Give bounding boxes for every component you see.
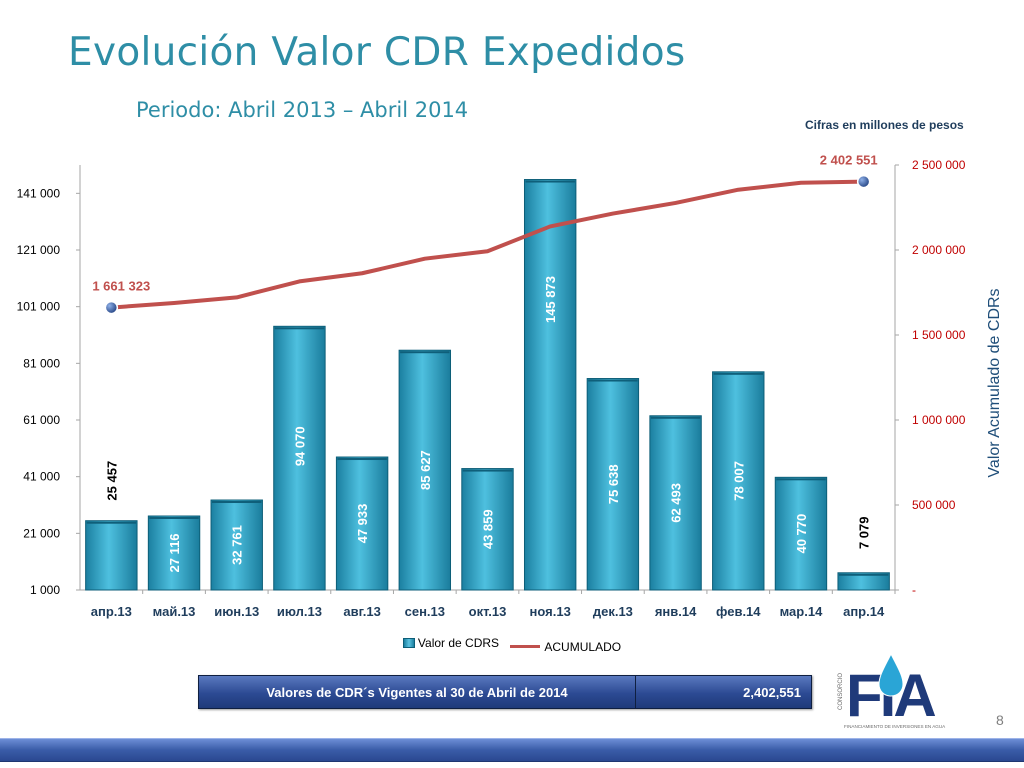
left-tick-label: 141 000	[17, 186, 61, 200]
right-tick-label: 1 000 000	[912, 413, 966, 427]
bar-value-label: 47 933	[355, 504, 370, 544]
bar	[461, 468, 514, 591]
bar-value-label: 43 859	[481, 509, 496, 549]
line-marker	[856, 174, 871, 189]
fia-logo: CONSORCIO FIA FINANCIAMIENTO DE INVERSIO…	[838, 652, 946, 729]
x-tick-label: июл.13	[277, 604, 322, 619]
left-tick-label: 101 000	[17, 300, 61, 314]
summary-table: Valores de CDR´s Vigentes al 30 de Abril…	[198, 675, 812, 709]
right-axis: - 500 000 1 000 000 1 500 000 2 000 000 2 500…	[894, 158, 966, 597]
bar	[712, 371, 765, 591]
bar-value-label: 7 079	[857, 517, 872, 550]
bar-cap	[400, 351, 450, 354]
right-axis-title: Valor Acumulado de CDRs	[986, 288, 1003, 477]
x-tick-label: дек.13	[593, 604, 633, 619]
page-subtitle: Periodo: Abril 2013 – Abril 2014	[136, 98, 469, 122]
x-tick-label: июн.13	[214, 604, 259, 619]
bar-cap	[776, 478, 826, 481]
x-tick-label: апр.13	[91, 604, 132, 619]
logo-side-text: CONSORCIO	[838, 673, 844, 710]
summary-value: 2,402,551	[636, 676, 811, 708]
cdr-chart: 1 000 21 000 41 000 61 000 81 000 101 000 121 …	[17, 153, 1003, 619]
left-tick-label: 81 000	[23, 356, 60, 370]
line-point-label: 2 402 551	[820, 153, 878, 168]
legend-item-line: ACUMULADO	[510, 640, 621, 654]
bar	[774, 476, 828, 591]
bar-cap	[86, 521, 137, 524]
bar	[335, 456, 389, 591]
bar-value-label: 85 627	[418, 450, 433, 490]
left-tick-label: 1 000	[30, 583, 60, 597]
units-note: Cifras en millones de pesos	[805, 118, 964, 132]
bar	[586, 378, 640, 591]
cumulative-line	[109, 179, 866, 310]
bar	[273, 325, 326, 591]
bar-cap	[212, 501, 262, 504]
bar-value-label: 25 457	[104, 461, 119, 501]
bar-cap	[713, 372, 763, 375]
x-tick-label: май.13	[153, 604, 196, 619]
legend-bar-label: Valor de CDRS	[417, 636, 500, 650]
bar-value-label: 32 761	[230, 525, 245, 565]
chart-legend: Valor de CDRS ACUMULADO	[0, 636, 1024, 654]
bar-series: 25 457 27 116 32 761 94 070 47 933 85 627 43 8…	[85, 179, 890, 591]
bar-value-label: 145 873	[543, 276, 558, 323]
left-tick-label: 21 000	[23, 526, 60, 540]
legend-line-swatch	[510, 645, 541, 648]
left-tick-label: 41 000	[23, 470, 60, 484]
summary-label: Valores de CDR´s Vigentes al 30 de Abril…	[199, 676, 636, 708]
x-tick-label: мар.14	[780, 604, 823, 619]
right-tick-label: 2 000 000	[912, 243, 966, 257]
x-tick-label: сен.13	[405, 604, 445, 619]
bar-cap	[525, 180, 575, 183]
bar-cap	[274, 327, 325, 330]
x-tick-label: фев.14	[716, 604, 761, 619]
right-tick-label: 500 000	[912, 498, 956, 512]
page-number: 8	[996, 712, 1004, 728]
legend-bar-swatch	[402, 638, 415, 648]
x-tick-label: янв.14	[655, 604, 697, 619]
bar-cap	[337, 458, 387, 461]
footer-band	[0, 738, 1024, 762]
bar-value-label: 62 493	[669, 483, 684, 523]
right-tick-label: 1 500 000	[912, 328, 966, 342]
x-tick-label: ноя.13	[530, 604, 571, 619]
page-title: Evolución Valor CDR Expedidos	[68, 30, 686, 75]
x-tick-label: апр.14	[843, 604, 885, 619]
logo-tagline: FINANCIAMIENTO DE INVERSIONES EN AGUA	[844, 724, 946, 729]
bar-value-label: 40 770	[794, 514, 809, 554]
bar-cap	[149, 517, 199, 520]
bar-cap	[838, 573, 889, 576]
bar-cap	[462, 469, 513, 472]
line-point-label: 1 661 323	[92, 279, 150, 294]
bar	[837, 572, 890, 591]
x-tick-label: окт.13	[469, 604, 507, 619]
bar	[147, 515, 201, 591]
line-series: 1 661 323 2 402 551	[92, 153, 878, 315]
bar-value-label: 94 070	[292, 426, 307, 466]
left-axis: 1 000 21 000 41 000 61 000 81 000 101 000 121 …	[17, 165, 81, 597]
bar	[649, 415, 702, 591]
legend-item-bar: Valor de CDRS	[402, 636, 500, 650]
x-tick-label: авг.13	[343, 604, 380, 619]
bar-cap	[650, 416, 701, 419]
bar	[210, 499, 263, 591]
legend-line-label: ACUMULADO	[544, 639, 622, 654]
left-tick-label: 61 000	[23, 413, 60, 427]
bar	[398, 349, 452, 591]
bar	[85, 520, 138, 591]
left-tick-label: 121 000	[17, 243, 61, 257]
bar-value-label: 27 116	[167, 533, 182, 572]
right-tick-label: 2 500 000	[912, 158, 966, 172]
x-axis: апр.13 май.13 июн.13 июл.13 авг.13 сен.13 окт.…	[80, 589, 896, 619]
line-marker	[104, 300, 119, 315]
bar-value-label: 75 638	[606, 464, 621, 504]
bar	[523, 179, 577, 591]
bar-cap	[588, 379, 638, 382]
water-drop-icon	[878, 652, 904, 697]
bar-value-label: 78 007	[731, 461, 746, 501]
right-tick-label: -	[912, 583, 916, 597]
